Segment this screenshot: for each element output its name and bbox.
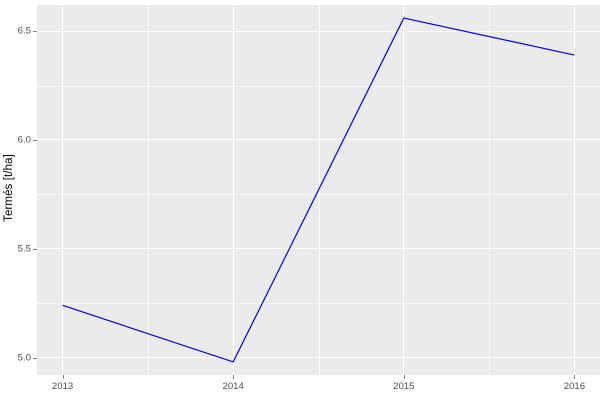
x-tick-mark	[233, 375, 235, 379]
gridline-x-minor	[147, 5, 149, 375]
gridline-x-minor	[489, 5, 490, 375]
y-axis-title: Termés [t/ha]	[0, 0, 18, 375]
x-tick-label: 2016	[563, 381, 586, 392]
x-tick-mark	[574, 375, 576, 379]
y-tick-label: 5.5	[17, 243, 31, 255]
x-axis-tick-marks	[37, 375, 600, 381]
y-axis-tick-labels: 5.0 5.5 6.0 6.5	[18, 0, 31, 400]
y-tick-label: 6.5	[17, 25, 31, 37]
x-axis-tick-labels: 2013 2014 2015 2016	[37, 381, 600, 397]
series-line-termes	[62, 17, 575, 363]
data-series-layer	[62, 17, 575, 363]
y-axis-tick-marks	[31, 0, 37, 400]
y-tick-mark	[33, 248, 37, 250]
y-tick-mark	[33, 31, 37, 33]
gridline-x-major	[232, 5, 234, 375]
y-tick-label: 5.0	[17, 352, 31, 364]
plot-panel	[37, 5, 600, 375]
y-tick-label: 6.0	[17, 134, 31, 146]
x-tick-label: 2013	[51, 381, 74, 392]
x-tick-label: 2015	[393, 381, 415, 392]
x-tick-label: 2014	[222, 381, 244, 392]
x-tick-mark	[403, 375, 405, 379]
y-axis-title-text: Termés [t/ha]	[3, 153, 15, 222]
gridline-x-major	[62, 5, 64, 375]
gridline-x-major	[573, 5, 575, 375]
gridline-x-major	[403, 5, 405, 375]
x-tick-mark	[62, 375, 64, 379]
y-tick-mark	[33, 139, 37, 141]
y-tick-mark	[33, 357, 37, 359]
